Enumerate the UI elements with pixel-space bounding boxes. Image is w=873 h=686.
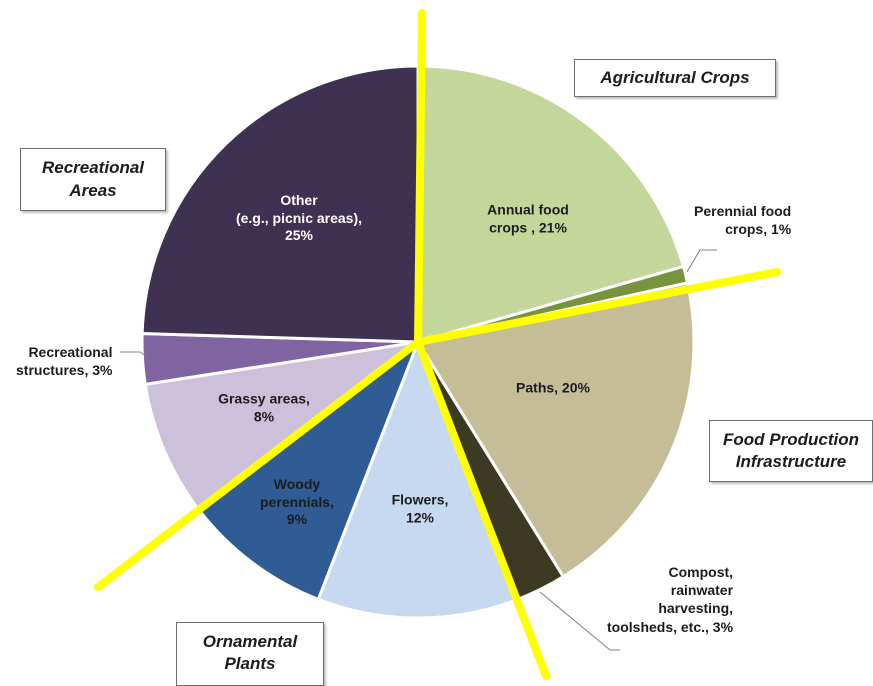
group-dividers	[94, 9, 781, 680]
divider-line-right	[414, 268, 781, 346]
pie-slice-grassy	[143, 340, 419, 511]
divider-line-left	[94, 338, 422, 591]
group-label-food-production: Food Production Infrastructure	[709, 420, 873, 482]
pie-slice-other	[140, 64, 420, 344]
pie-slice-annual	[416, 64, 686, 344]
leader-line-perennial	[686, 249, 717, 273]
slice-label-other: Other (e.g., picnic areas), 25%	[235, 191, 363, 243]
slice-label-paths: Paths, 20%	[516, 379, 590, 396]
slice-label-annual: Annual food crops , 21%	[487, 201, 569, 236]
divider-line-top	[414, 9, 426, 346]
group-label-agricultural-crops: Agricultural Crops	[574, 59, 776, 97]
group-label-ornamental-plants: Ornamental Plants	[176, 622, 324, 686]
pie-slice-paths	[415, 281, 696, 579]
leader-line-compost	[539, 591, 620, 651]
leader-lines	[120, 249, 717, 651]
group-label-recreational-areas: Recreational Areas	[20, 148, 166, 211]
slice-label-perennial: Perennial food crops, 1%	[694, 203, 792, 238]
divider-line-bottom	[414, 338, 550, 680]
pie-slices	[140, 64, 696, 620]
pie-slice-flowers	[316, 337, 520, 620]
slice-label-compost: Compost, rainwater harvesting, toolsheds…	[607, 564, 734, 635]
pie-slice-woody	[195, 337, 422, 602]
slice-label-flowers: Flowers, 12%	[391, 491, 449, 526]
slice-label-recstruct: Recreational structures, 3%	[16, 344, 113, 379]
slice-label-woody: Woody perennials, 9%	[260, 475, 334, 527]
leader-line-recstruct	[120, 351, 147, 357]
slice-label-grassy: Grassy areas, 8%	[218, 390, 310, 425]
